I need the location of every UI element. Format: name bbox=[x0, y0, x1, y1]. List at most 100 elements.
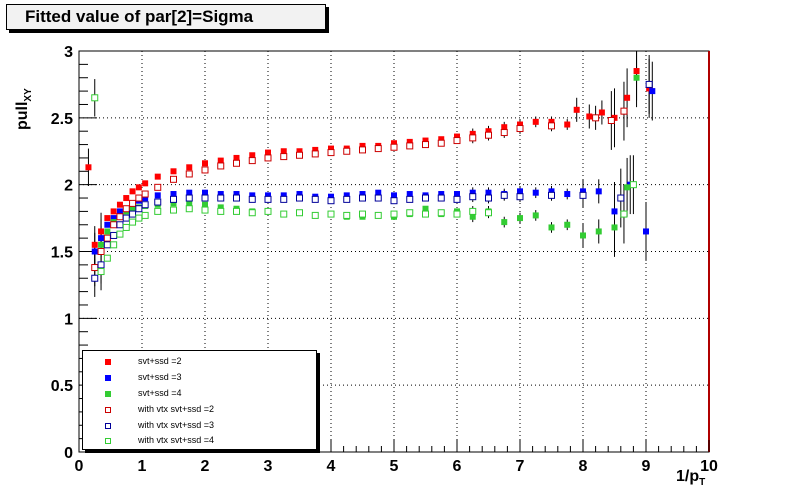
data-point bbox=[469, 193, 477, 201]
data-point bbox=[296, 194, 303, 202]
legend-marker bbox=[105, 359, 111, 365]
data-point bbox=[264, 195, 272, 203]
data-point bbox=[469, 189, 476, 196]
data-point bbox=[135, 214, 143, 222]
data-point bbox=[98, 241, 105, 248]
data-point bbox=[116, 201, 123, 208]
data-point bbox=[129, 199, 137, 207]
data-point bbox=[501, 219, 508, 226]
data-point bbox=[649, 88, 656, 95]
data-point bbox=[374, 145, 382, 153]
data-point bbox=[154, 207, 162, 215]
data-point bbox=[532, 118, 539, 125]
data-point bbox=[453, 137, 461, 145]
x-tick-label: 4 bbox=[327, 458, 336, 475]
data-point bbox=[311, 195, 319, 203]
data-point bbox=[186, 189, 193, 196]
x-tick-label: 1 bbox=[138, 458, 147, 475]
data-point bbox=[592, 114, 600, 122]
y-tick-label: 2 bbox=[64, 178, 73, 195]
data-point bbox=[202, 160, 208, 167]
legend-entry-vtx-svt-ssd-4[interactable]: with vtx svt+ssd =4 bbox=[83, 435, 316, 448]
data-point bbox=[98, 235, 105, 242]
data-point bbox=[406, 209, 414, 217]
data-point bbox=[328, 193, 334, 200]
data-point bbox=[185, 205, 193, 213]
data-point bbox=[469, 213, 476, 220]
data-point bbox=[548, 224, 555, 231]
data-point bbox=[327, 149, 335, 157]
data-point bbox=[110, 221, 118, 229]
data-point bbox=[280, 210, 288, 218]
data-point bbox=[343, 195, 351, 203]
data-point bbox=[103, 254, 111, 262]
data-point bbox=[485, 194, 492, 202]
data-point bbox=[532, 212, 539, 219]
data-point bbox=[186, 164, 193, 171]
legend-label: svt+ssd =2 bbox=[138, 356, 182, 366]
data-point bbox=[135, 184, 142, 191]
data-point bbox=[116, 208, 123, 215]
data-point bbox=[311, 211, 319, 219]
data-point bbox=[595, 228, 602, 235]
data-point bbox=[141, 211, 149, 219]
legend-entry-svt-ssd-2[interactable]: svt+ssd =2 bbox=[83, 356, 316, 369]
data-point bbox=[170, 191, 177, 198]
data-point bbox=[390, 143, 398, 151]
data-point bbox=[296, 191, 303, 198]
data-point bbox=[123, 195, 130, 202]
data-point bbox=[422, 141, 429, 149]
data-point bbox=[359, 210, 366, 218]
data-point bbox=[374, 211, 382, 219]
data-point bbox=[154, 173, 161, 180]
data-point bbox=[454, 191, 460, 198]
y-axis-subscript: XY bbox=[23, 88, 35, 102]
x-tick-label: 9 bbox=[642, 458, 651, 475]
data-point bbox=[611, 208, 618, 215]
data-point bbox=[532, 189, 539, 196]
legend-entry-svt-ssd-4[interactable]: svt+ssd =4 bbox=[83, 388, 316, 401]
data-point bbox=[116, 213, 124, 221]
legend-marker bbox=[105, 423, 111, 429]
legend-entry-vtx-svt-ssd-3[interactable]: with vtx svt+ssd =3 bbox=[83, 420, 316, 433]
data-point bbox=[586, 113, 593, 120]
legend: svt+ssd =2 svt+ssd =3 svt+ssd =4 with vt… bbox=[82, 350, 317, 450]
legend-label: svt+ssd =4 bbox=[138, 388, 182, 398]
legend-marker bbox=[105, 407, 111, 413]
legend-label: with vtx svt+ssd =3 bbox=[138, 420, 215, 430]
data-point bbox=[170, 168, 177, 175]
data-point bbox=[233, 194, 240, 202]
data-point bbox=[485, 131, 492, 139]
data-point bbox=[91, 241, 98, 248]
data-point bbox=[217, 162, 225, 170]
data-point bbox=[104, 215, 111, 222]
data-point bbox=[142, 180, 149, 187]
data-point bbox=[110, 241, 118, 249]
data-point bbox=[170, 206, 177, 214]
legend-entry-svt-ssd-3[interactable]: svt+ssd =3 bbox=[83, 372, 316, 385]
data-point bbox=[406, 195, 414, 203]
data-point bbox=[265, 192, 271, 199]
legend-label: with vtx svt+ssd =2 bbox=[138, 404, 215, 414]
data-point bbox=[103, 241, 111, 249]
data-point bbox=[624, 184, 631, 191]
data-point bbox=[343, 211, 351, 219]
data-point bbox=[406, 191, 413, 198]
data-point bbox=[437, 209, 445, 217]
x-tick-label: 2 bbox=[201, 458, 210, 475]
data-point bbox=[110, 231, 118, 239]
legend-entry-vtx-svt-ssd-2[interactable]: with vtx svt+ssd =2 bbox=[83, 404, 316, 417]
data-point bbox=[617, 194, 625, 202]
data-point bbox=[516, 125, 524, 133]
data-point bbox=[607, 117, 615, 125]
data-point bbox=[116, 221, 124, 229]
data-point bbox=[141, 201, 149, 209]
data-point bbox=[312, 146, 319, 153]
data-point bbox=[453, 210, 461, 218]
data-point bbox=[91, 94, 99, 102]
data-point bbox=[485, 189, 492, 196]
data-point bbox=[233, 207, 240, 215]
data-point bbox=[500, 191, 508, 199]
data-point bbox=[185, 170, 193, 178]
x-axis-title: 1/pT bbox=[676, 468, 705, 488]
